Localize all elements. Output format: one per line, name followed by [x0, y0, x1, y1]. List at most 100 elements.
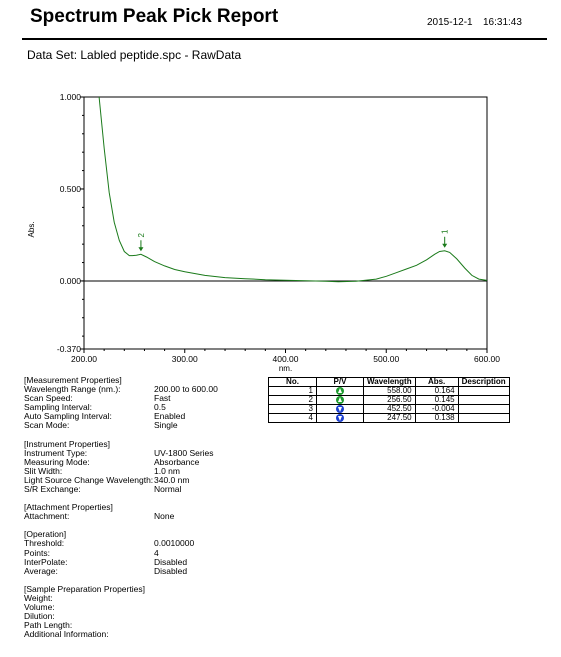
y-tick-label: 1.000: [60, 92, 82, 102]
property-value: 1.0 nm: [154, 465, 180, 476]
property-key: Auto Sampling Interval:: [24, 411, 112, 422]
property-value: Absorbance: [154, 456, 200, 467]
property-key: InterPolate:: [24, 556, 68, 567]
x-axis-label: nm.: [279, 364, 292, 372]
properties-section-header: [Attachment Properties]: [24, 502, 113, 513]
peak-table-header-row: No. P/V Wavelength Abs. Description: [268, 377, 510, 387]
property-key: Weight:: [24, 592, 53, 603]
col-pv-header: P/V: [316, 377, 364, 387]
property-value: Disabled: [154, 565, 188, 576]
properties-section-header: [Instrument Properties]: [24, 438, 110, 449]
table-row: 3 452.50 -0.004: [268, 404, 510, 415]
property-key: Instrument Type:: [24, 447, 88, 458]
x-tick-label: 400.00: [273, 354, 299, 364]
peak-up-icon: [336, 387, 344, 395]
dataset-label: Data Set: Labled peptide.spc - RawData: [27, 48, 242, 62]
property-value: 0.5: [154, 402, 166, 413]
properties-section-header: [Measurement Properties]: [24, 375, 122, 385]
property-value: 340.0 nm: [154, 474, 190, 485]
table-row: 4 247.50 0.138: [268, 413, 510, 424]
peak-table: No. P/V Wavelength Abs. Description 1 558…: [268, 377, 510, 424]
property-row: Auto Sampling Interval: Enabled: [24, 412, 218, 421]
table-row: 1 558.00 0.164: [268, 385, 510, 397]
description-cell: [457, 395, 510, 406]
properties-section: [Attachment Properties] Attachment: None: [24, 503, 218, 521]
valley-down-icon: [336, 414, 344, 423]
peak-type-cell: [316, 404, 364, 415]
property-row: Slit Width: 1.0 nm: [24, 465, 218, 476]
property-row: Attachment: None: [24, 512, 218, 521]
property-key: Path Length:: [24, 620, 73, 631]
properties-section: [Measurement Properties] Wavelength Range…: [24, 375, 218, 431]
property-key: Dilution:: [24, 611, 55, 622]
peak-marker-arrow: [442, 243, 448, 248]
plot-frame: [83, 96, 488, 350]
valley-down-icon: [336, 405, 344, 414]
property-key: Measuring Mode:: [24, 456, 90, 467]
property-value: UV-1800 Series: [154, 447, 214, 458]
property-row: Dilution:: [24, 611, 218, 622]
spectrum-chart: 200.00 300.00 400.00 500.00 600.00 1.000 0.500…: [27, 92, 500, 372]
property-value: Enabled: [154, 411, 186, 422]
property-key: Volume:: [24, 601, 55, 612]
property-row: Wavelength Range (nm.): 200.00 to 600.00: [24, 384, 218, 395]
report-time: 16:31:43: [483, 17, 522, 28]
property-row: Additional Information:: [24, 630, 218, 639]
peak-marker-arrow: [138, 247, 144, 252]
property-key: Sampling Interval:: [24, 402, 93, 413]
description-cell: [457, 404, 510, 415]
absorbance-cell: 0.138: [414, 413, 459, 424]
property-row: Scan Speed: Fast: [24, 394, 218, 403]
properties-section-header: [Operation]: [24, 529, 67, 540]
peak-type-cell: [316, 385, 364, 397]
property-row: InterPolate: Disabled: [24, 556, 218, 567]
peak-number-cell: 4: [268, 413, 317, 424]
property-row: Light Source Change Wavelength: 340.0 nm: [24, 474, 218, 485]
report-date: 2015-12-1: [427, 17, 473, 28]
properties-section: [Sample Preparation Properties] Weight: Vo…: [24, 584, 218, 640]
description-cell: [457, 385, 510, 397]
x-tick-label: 600.00: [474, 354, 500, 364]
property-key: Additional Information:: [24, 629, 109, 640]
x-tick-label: 200.00: [71, 354, 97, 364]
property-key: Scan Speed:: [24, 393, 73, 404]
property-row: Weight:: [24, 592, 218, 603]
property-row: Scan Mode: Single: [24, 421, 218, 430]
property-value: 200.00 to 600.00: [154, 384, 218, 395]
y-axis-label: Abs.: [27, 221, 36, 237]
property-row: Measuring Mode: Absorbance: [24, 456, 218, 467]
report-title: Spectrum Peak Pick Report: [30, 6, 279, 27]
property-key: Points:: [24, 547, 50, 558]
property-key: Wavelength Range (nm.):: [24, 384, 121, 395]
header-divider: [22, 38, 547, 40]
peak-type-cell: [316, 395, 364, 406]
property-row: Average: Disabled: [24, 565, 218, 576]
x-tick-label: 300.00: [172, 354, 198, 364]
wavelength-cell: 247.50: [363, 413, 416, 424]
property-value: 4: [154, 547, 159, 558]
spectrum-line: [98, 96, 488, 283]
property-row: Path Length:: [24, 621, 218, 630]
property-key: Light Source Change Wavelength:: [24, 474, 154, 485]
property-key: Threshold:: [24, 538, 65, 549]
y-tick-label: 0.500: [60, 184, 82, 194]
property-row: S/R Exchange: Normal: [24, 484, 218, 495]
y-tick-label: 0.000: [60, 276, 82, 286]
property-row: Threshold: 0.0010000: [24, 539, 218, 548]
property-value: Disabled: [154, 556, 188, 567]
property-value: Fast: [154, 393, 171, 404]
property-row: Volume:: [24, 601, 218, 612]
properties-section: [Operation] Threshold: 0.0010000 Points: 4 In…: [24, 529, 218, 576]
peak-marker-label: 1: [441, 229, 450, 234]
property-key: Average:: [24, 565, 58, 576]
property-value: Normal: [154, 484, 182, 495]
property-key: Scan Mode:: [24, 420, 70, 431]
property-key: Attachment:: [24, 511, 70, 522]
description-cell: [457, 413, 510, 424]
x-tick-label: 500.00: [373, 354, 399, 364]
property-value: None: [154, 511, 175, 522]
property-row: Points: 4: [24, 547, 218, 558]
property-row: Instrument Type: UV-1800 Series: [24, 447, 218, 458]
col-description-header: Description: [457, 377, 510, 387]
property-row: Sampling Interval: 0.5: [24, 403, 218, 412]
